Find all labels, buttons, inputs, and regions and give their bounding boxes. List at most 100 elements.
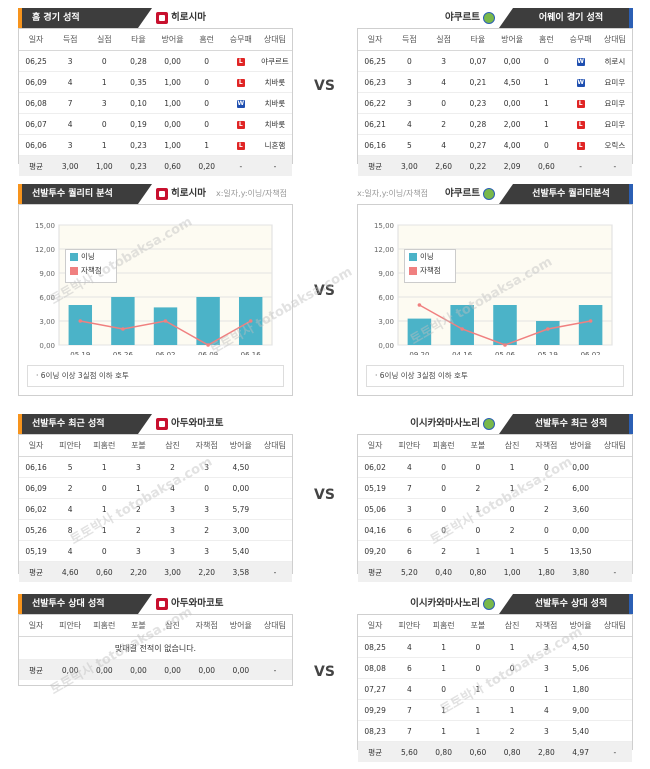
table-row: 08,25 4 1 0 1 3 4,50 [358, 636, 632, 658]
table-cell: 6 [392, 657, 427, 679]
y-tick-label: 0,00 [378, 342, 394, 350]
vs-label-4: VS [314, 664, 335, 680]
right-chart-legend: 이닝 자책점 [404, 249, 456, 283]
column-header: 삼진 [155, 615, 190, 637]
x-tick-label: 06,02 [155, 351, 175, 355]
table-cell: 2 [155, 456, 190, 478]
right-quality-team-name: 야쿠르트 [445, 188, 480, 199]
table-cell: 3 [87, 92, 122, 114]
legend-er-label: 자책점 [420, 266, 441, 275]
table-cell: 5 [392, 134, 427, 156]
table-cell: 4 [53, 113, 88, 135]
legend-er-swatch [409, 267, 417, 275]
table-cell: 0 [495, 498, 530, 520]
x-tick-label: 06,02 [581, 351, 601, 355]
table-header-row: 일자 피안타 피홈런 포볼 삼진 자책점 방어율 상대팀 [358, 615, 632, 637]
table-cell: 09,29 [358, 699, 393, 721]
table-cell: 0 [87, 50, 122, 72]
table-cell: 3 [53, 50, 88, 72]
table-cell: 1 [529, 71, 564, 93]
column-header: 일자 [19, 29, 54, 51]
average-cell: - [597, 741, 632, 762]
average-cell: 평균 [19, 561, 54, 582]
table-cell: 1 [529, 92, 564, 114]
table-cell: 06,16 [358, 134, 393, 156]
table-cell [597, 657, 632, 679]
average-cell: 평균 [358, 561, 393, 582]
table-cell: 0 [189, 92, 224, 114]
column-header: 피안타 [53, 615, 88, 637]
column-header: 홈런 [189, 29, 224, 51]
x-tick-label: 06,16 [241, 351, 262, 355]
table-cell: 3 [189, 456, 224, 478]
table-cell: 1 [495, 540, 530, 562]
away-record-table-box: 일자 득점 실점 타율 방어율 홈런 승무패 상대팀 06,25 0 3 0,07 0,00 0 W 히로시… [357, 28, 633, 176]
average-row: 평균 0,00 0,00 0,00 0,00 0,00 0,00- [19, 659, 292, 680]
table-cell: 0 [460, 456, 495, 478]
column-header: 방어율 [223, 435, 258, 457]
table-cell: 6 [392, 540, 427, 562]
table-cell: 1 [460, 699, 495, 721]
table-cell: 0,00 [155, 113, 190, 135]
table-row: 07,27 4 0 1 0 1 1,80 [358, 678, 632, 700]
left-chart-box: 0,00 3,00 6,00 9,00 12,00 15,00 05,19 05,26 06,0… [18, 204, 293, 396]
swallows-logo-icon [483, 187, 495, 200]
average-cell: 평균 [358, 741, 393, 762]
right-quality-tab: 선발투수 퀄리티분석 [499, 184, 633, 204]
column-header: 상대팀 [597, 435, 632, 457]
average-cell: - [223, 155, 258, 176]
home-record-table-box: 일자 득점 실점 타율 방어율 홈런 승무패 상대팀 06,25 3 0 0,28 0,00 0 L 야쿠르… [18, 28, 293, 176]
table-cell: 7 [392, 477, 427, 499]
right-pitcher-recent-header: 이시카와마사노리 선발투수 최근 성적 [357, 414, 633, 434]
table-row: 05,06 3 0 1 0 2 3,60 [358, 498, 632, 520]
table-cell: 0,27 [460, 134, 495, 156]
table-cell: 04,16 [358, 519, 393, 541]
x-tick-label: 05,26 [113, 351, 134, 355]
table-cell: 치바롯 [257, 71, 292, 93]
x-tick-label: 09,20 [409, 351, 429, 355]
average-cell: 0,20 [189, 155, 224, 176]
table-cell: 1 [426, 636, 461, 658]
table-cell: 0 [529, 456, 564, 478]
table-cell: 3 [426, 50, 461, 72]
average-cell: 0,80 [460, 561, 495, 582]
average-cell: 평균 [19, 659, 54, 680]
innings-bar [111, 297, 135, 345]
left-quality-chart: 0,00 3,00 6,00 9,00 12,00 15,00 05,19 05,26 06,0… [35, 222, 273, 355]
table-cell: 13,50 [563, 540, 598, 562]
column-header: 일자 [358, 435, 393, 457]
away-record-header: 야쿠르트 어웨이 경기 성적 [357, 8, 633, 28]
column-header: 자책점 [529, 615, 564, 637]
table-cell: 08,08 [358, 657, 393, 679]
table-cell: 1 [495, 699, 530, 721]
left-quality-hint: x:일자,y:이닝/자책점 [216, 189, 288, 198]
vs-label-1: VS [314, 78, 335, 94]
average-row: 평균 5,20 0,40 0,80 1,00 1,80 3,80- [358, 561, 632, 582]
legend-innings-swatch [70, 253, 78, 261]
table-cell: 06,09 [19, 477, 54, 499]
table-cell: 0 [426, 92, 461, 114]
right-quality-team: 야쿠르트 [445, 187, 495, 201]
table-row: 06,22 3 0 0,23 0,00 1 L 요미우 [358, 92, 632, 114]
table-row: 06,09 4 1 0,35 1,00 0 L 치바롯 [19, 71, 292, 93]
table-cell: 2 [460, 477, 495, 499]
table-row: 04,16 6 0 0 2 0 0,00 [358, 519, 632, 541]
y-tick-label: 9,00 [378, 270, 394, 278]
table-cell: 2 [495, 519, 530, 541]
table-cell: 0,00 [495, 92, 530, 114]
table-cell: 0,23 [460, 92, 495, 114]
table-body: 06,02 4 0 0 1 0 0,00 05,19 7 0 2 1 2 6,00 05,06 3 0 1 0 2 3,… [358, 456, 632, 582]
table-cell: 2 [53, 477, 88, 499]
column-header: 타율 [460, 29, 495, 51]
table-cell: 0,07 [460, 50, 495, 72]
average-cell: 0,80 [426, 741, 461, 762]
average-cell: 0,60 [529, 155, 564, 176]
left-chart-legend: 이닝 자책점 [65, 249, 117, 283]
table-cell: 0 [426, 477, 461, 499]
column-header: 득점 [53, 29, 88, 51]
home-record-panel: 홈 경기 성적 히로시마 일자 득점 실점 타율 방어율 홈런 승무패 상대팀 06,25 3 0… [18, 8, 293, 176]
right-quality-note: · 6이닝 이상 3실점 이하 호투 [366, 365, 624, 387]
table-cell [597, 519, 632, 541]
legend-er: 자책점 [66, 264, 116, 278]
average-cell: 0,60 [155, 155, 190, 176]
